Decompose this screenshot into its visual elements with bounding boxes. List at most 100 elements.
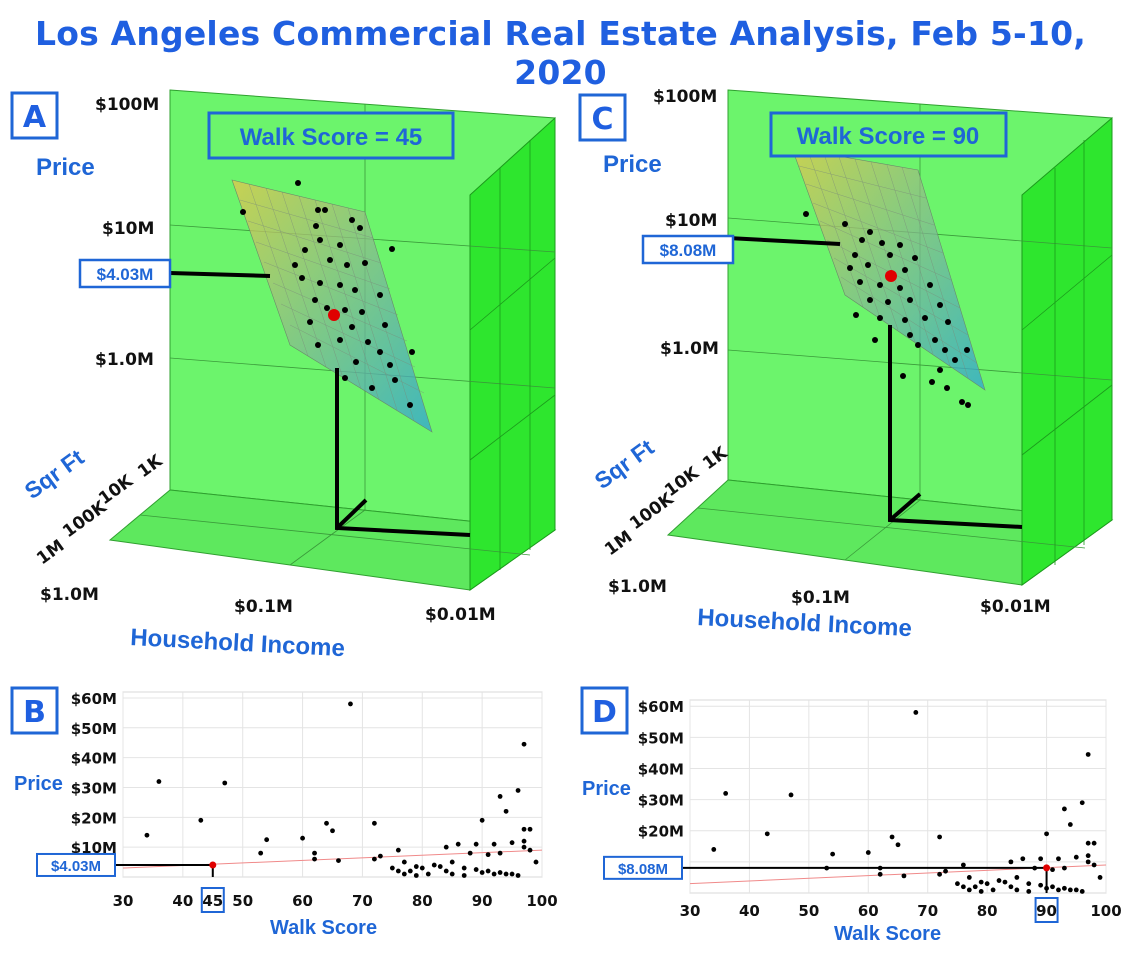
predicted-price-box-c (641, 234, 735, 265)
data-point (1073, 887, 1079, 893)
box-side-face (469, 116, 556, 591)
data-point (521, 826, 527, 832)
sqft-tick-a-0: 1K (134, 451, 167, 482)
data-point (401, 859, 407, 865)
data-point (479, 817, 485, 823)
data-point (1038, 856, 1044, 862)
panel-d-badge (580, 686, 629, 735)
data-point (425, 871, 431, 877)
data-point (1079, 800, 1085, 806)
x-tick-label: 30 (680, 902, 701, 920)
data-point (336, 858, 341, 863)
data-point (156, 779, 162, 784)
panel-b-badge (10, 686, 59, 735)
price-axis-label-a: Price (36, 154, 95, 181)
data-point (509, 840, 515, 846)
data-point (1091, 862, 1097, 868)
data-point (1085, 752, 1091, 757)
predicted-walk-box (200, 887, 225, 913)
panel-a-badge (10, 91, 59, 140)
x-tick-label: 90 (472, 892, 493, 910)
data-point (984, 881, 990, 887)
x-tick-label: 50 (798, 902, 819, 920)
data-point (1067, 887, 1073, 893)
predicted-point-c (885, 270, 897, 282)
page-title: Los Angeles Commercial Real Estate Analy… (34, 14, 1087, 92)
data-point (515, 873, 521, 878)
predicted-price-box (36, 852, 116, 877)
predicted-price-box-a (78, 258, 172, 289)
y-tick-label: $30M (71, 779, 117, 797)
sqft-tick-c-0: 1K (699, 443, 732, 474)
data-point (1062, 806, 1067, 812)
data-point (527, 847, 533, 853)
predicted-point-a (328, 309, 340, 321)
data-point (449, 871, 455, 877)
data-point (1056, 856, 1061, 862)
data-point (372, 820, 377, 826)
data-point (960, 862, 966, 868)
x-tick-label: 100 (526, 892, 557, 910)
data-point (497, 870, 503, 875)
data-point (1050, 884, 1055, 890)
price-tick-c-0: $100M (653, 87, 717, 107)
income-tick-a-1: $0.1M (234, 597, 293, 617)
sqft-axis-label-a: Sqr Ft (20, 444, 89, 504)
data-point (966, 887, 972, 893)
data-point (1008, 859, 1014, 865)
data-point (711, 847, 717, 852)
plot-area (122, 691, 543, 878)
data-point (764, 831, 770, 837)
data-point (264, 837, 270, 843)
y-tick-label: $20M (71, 809, 117, 827)
predicted-walk-label: 90 (1036, 902, 1057, 920)
x-tick-label: 60 (858, 902, 879, 920)
data-point (1062, 865, 1067, 871)
data-point (1091, 840, 1097, 846)
data-point (1008, 884, 1014, 890)
data-point (895, 842, 901, 848)
data-points-a (240, 180, 415, 408)
data-point (395, 847, 401, 853)
data-point (527, 826, 533, 832)
income-tick-a-0: $1.0M (40, 585, 99, 605)
data-point (723, 790, 729, 796)
panel-c-letter: C (591, 102, 613, 137)
data-point (966, 875, 972, 880)
data-point (413, 864, 419, 869)
panel-a: A Walk Score = 45 Price $100M $10M $1.0M… (10, 89, 557, 662)
data-point (1014, 887, 1020, 893)
panel-c-badge (578, 93, 627, 142)
data-point (312, 856, 317, 862)
panel-c: C Walk Score = 90 Price $100M $10M $1.0M… (578, 87, 1114, 642)
y-tick-label: $40M (71, 750, 117, 768)
box-side-face (1021, 116, 1113, 586)
income-axis-label-a: Household Income (130, 624, 346, 662)
data-point (901, 873, 907, 879)
data-point (955, 881, 960, 887)
predicted-price-label: $8.08M (618, 861, 668, 878)
data-point (324, 820, 329, 826)
predicted-price-label-a: $4.03M (97, 265, 154, 284)
data-point (978, 879, 984, 885)
data-point (389, 865, 395, 871)
predicted-price-label: $4.03M (51, 858, 101, 875)
data-point (312, 850, 317, 856)
data-point (300, 835, 305, 841)
predicted-point (209, 861, 217, 869)
data-point (485, 852, 491, 858)
data-point (960, 884, 966, 890)
data-point (1050, 867, 1055, 873)
predicted-walk-box (1034, 897, 1059, 923)
data-point (348, 701, 353, 707)
data-point (198, 817, 204, 823)
data-point (937, 871, 942, 877)
data-point (521, 838, 527, 844)
price-axis-label-c: Price (603, 151, 662, 178)
data-point (330, 828, 335, 834)
predicted-price-box (603, 855, 683, 880)
predicted-price-label-c: $8.08M (660, 241, 717, 260)
data-point (1026, 889, 1032, 894)
data-point (467, 850, 473, 856)
